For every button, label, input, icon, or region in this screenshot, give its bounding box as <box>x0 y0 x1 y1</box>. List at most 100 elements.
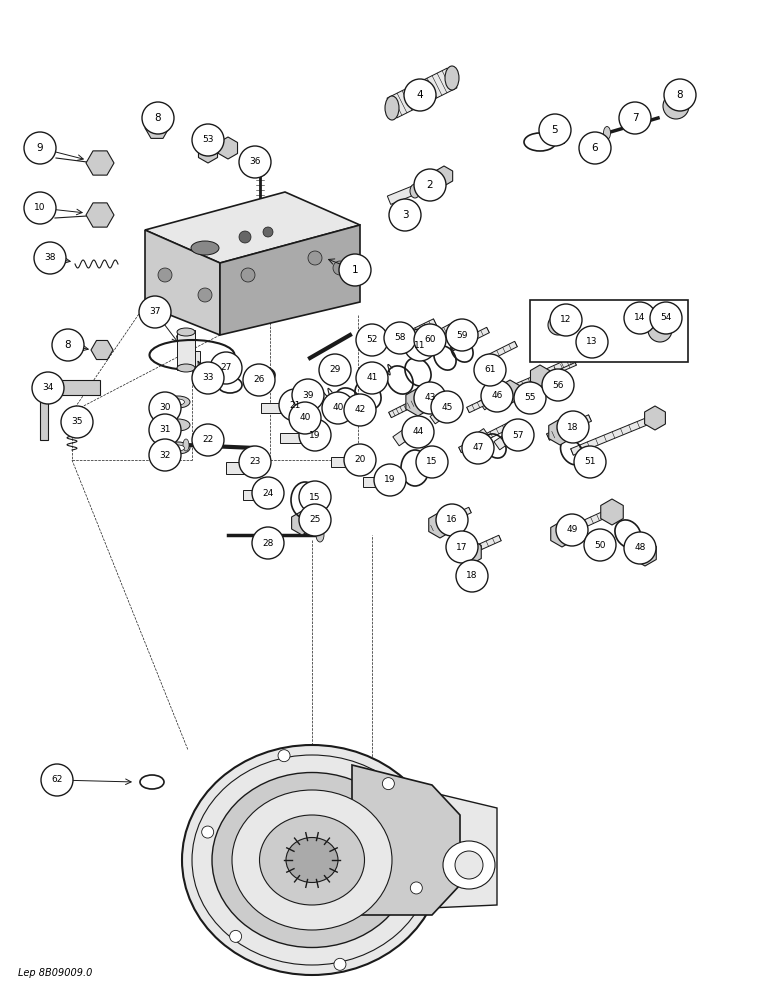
Polygon shape <box>420 172 444 188</box>
Text: 20: 20 <box>354 456 366 464</box>
Polygon shape <box>352 765 460 915</box>
Text: 5: 5 <box>552 125 558 135</box>
Circle shape <box>663 93 689 119</box>
Circle shape <box>446 319 478 351</box>
Polygon shape <box>547 415 591 440</box>
Circle shape <box>474 354 506 386</box>
Polygon shape <box>40 380 100 395</box>
Ellipse shape <box>171 445 185 451</box>
Polygon shape <box>198 141 218 163</box>
Circle shape <box>574 446 606 478</box>
Text: 57: 57 <box>513 430 523 440</box>
Polygon shape <box>601 499 623 525</box>
Text: 60: 60 <box>425 336 435 344</box>
Text: 19: 19 <box>310 430 320 440</box>
Circle shape <box>252 527 284 559</box>
Polygon shape <box>459 422 511 453</box>
Circle shape <box>192 424 224 456</box>
Ellipse shape <box>410 184 420 198</box>
Ellipse shape <box>580 146 590 158</box>
Text: 8: 8 <box>677 90 683 100</box>
Text: 40: 40 <box>332 403 344 412</box>
Circle shape <box>299 504 331 536</box>
Polygon shape <box>260 403 296 413</box>
Text: 18: 18 <box>567 422 579 432</box>
Text: 49: 49 <box>567 526 577 534</box>
Circle shape <box>414 382 446 414</box>
Circle shape <box>142 102 174 134</box>
Circle shape <box>648 318 672 342</box>
Circle shape <box>542 369 574 401</box>
Circle shape <box>252 477 284 509</box>
Polygon shape <box>430 792 497 908</box>
Polygon shape <box>550 521 574 547</box>
Text: 35: 35 <box>71 418 83 426</box>
Polygon shape <box>363 477 393 487</box>
Circle shape <box>514 382 546 414</box>
Text: 52: 52 <box>366 336 378 344</box>
Text: 24: 24 <box>262 488 273 497</box>
Polygon shape <box>467 387 511 413</box>
Polygon shape <box>280 433 310 443</box>
Text: 8: 8 <box>65 340 71 350</box>
Circle shape <box>61 406 93 438</box>
Polygon shape <box>428 319 462 341</box>
Text: 42: 42 <box>354 406 366 414</box>
Polygon shape <box>494 430 516 450</box>
Polygon shape <box>253 155 267 171</box>
Text: 37: 37 <box>149 308 161 316</box>
Text: 38: 38 <box>44 253 56 262</box>
Polygon shape <box>428 512 452 538</box>
Circle shape <box>32 372 64 404</box>
Ellipse shape <box>385 96 399 120</box>
Circle shape <box>41 764 73 796</box>
Polygon shape <box>145 118 169 138</box>
Text: 8: 8 <box>154 113 161 123</box>
Polygon shape <box>499 380 520 404</box>
Circle shape <box>158 268 172 282</box>
Polygon shape <box>549 419 571 445</box>
Ellipse shape <box>443 841 495 889</box>
Polygon shape <box>431 507 471 531</box>
Text: 28: 28 <box>262 538 274 548</box>
Circle shape <box>556 514 588 546</box>
Text: 11: 11 <box>415 340 425 350</box>
Polygon shape <box>220 225 360 335</box>
Text: 13: 13 <box>586 338 598 347</box>
Text: 53: 53 <box>202 135 214 144</box>
Circle shape <box>584 529 616 561</box>
Text: 27: 27 <box>220 363 232 372</box>
Circle shape <box>299 481 331 513</box>
Circle shape <box>289 402 321 434</box>
Circle shape <box>344 394 376 426</box>
Ellipse shape <box>166 419 190 431</box>
Text: 4: 4 <box>417 90 423 100</box>
Text: 36: 36 <box>249 157 261 166</box>
Circle shape <box>481 380 513 412</box>
Circle shape <box>389 199 421 231</box>
Polygon shape <box>459 539 481 565</box>
Polygon shape <box>479 390 501 410</box>
Polygon shape <box>634 540 656 566</box>
Ellipse shape <box>166 442 190 454</box>
Polygon shape <box>406 388 430 416</box>
Circle shape <box>416 446 448 478</box>
Circle shape <box>374 464 406 496</box>
Polygon shape <box>177 330 195 370</box>
Text: 55: 55 <box>524 393 536 402</box>
Polygon shape <box>331 457 359 467</box>
Text: 43: 43 <box>425 393 435 402</box>
Circle shape <box>263 227 273 237</box>
Text: 48: 48 <box>635 544 645 552</box>
Polygon shape <box>530 365 550 387</box>
Circle shape <box>557 411 589 443</box>
Text: 15: 15 <box>426 458 438 466</box>
Polygon shape <box>546 133 564 142</box>
Text: 54: 54 <box>660 314 672 322</box>
Ellipse shape <box>177 328 195 336</box>
Ellipse shape <box>183 439 189 451</box>
Circle shape <box>192 124 224 156</box>
Circle shape <box>384 322 416 354</box>
Text: 61: 61 <box>484 365 496 374</box>
Text: 26: 26 <box>253 375 265 384</box>
